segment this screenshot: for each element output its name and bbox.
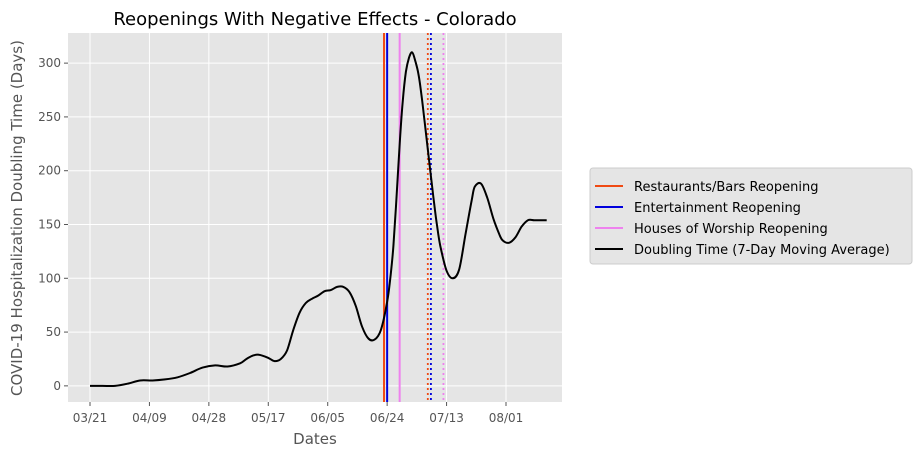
x-axis-ticks: 03/21 04/09 04/28 05/17 06/05 06/24 07/13 08/01 bbox=[73, 402, 524, 425]
x-tick-label: 07/13 bbox=[429, 411, 464, 425]
y-tick-label: 50 bbox=[46, 325, 61, 339]
y-axis-label: COVID-19 Hospitalization Doubling Time (… bbox=[8, 40, 26, 396]
legend-label-worship: Houses of Worship Reopening bbox=[634, 222, 828, 237]
y-axis-ticks: 0 50 100 150 200 250 300 bbox=[38, 56, 68, 393]
legend: Restaurants/Bars Reopening Entertainment… bbox=[589, 167, 913, 265]
legend-label-doubling-time: Doubling Time (7-Day Moving Average) bbox=[634, 243, 890, 258]
x-tick-label: 06/24 bbox=[370, 411, 405, 425]
series-layer bbox=[89, 51, 547, 388]
legend-label-restaurants: Restaurants/Bars Reopening bbox=[634, 180, 818, 195]
x-tick-label: 03/21 bbox=[73, 411, 108, 425]
y-tick-label: 300 bbox=[38, 56, 61, 70]
legend-label-entertainment: Entertainment Reopening bbox=[634, 201, 801, 216]
doubling-time-line bbox=[89, 51, 547, 388]
y-tick-label: 150 bbox=[38, 217, 61, 231]
y-tick-label: 250 bbox=[38, 110, 61, 124]
legend-box bbox=[589, 167, 913, 265]
reference-lines bbox=[383, 33, 445, 402]
plot-area bbox=[68, 33, 562, 402]
y-tick-label: 100 bbox=[38, 271, 61, 285]
x-tick-label: 04/09 bbox=[132, 411, 167, 425]
x-tick-label: 05/17 bbox=[251, 411, 286, 425]
x-tick-label: 06/05 bbox=[310, 411, 345, 425]
x-axis-label: Dates bbox=[293, 430, 337, 448]
x-tick-label: 04/28 bbox=[192, 411, 227, 425]
chart-title: Reopenings With Negative Effects - Color… bbox=[113, 9, 516, 30]
x-tick-label: 08/01 bbox=[489, 411, 524, 425]
y-tick-label: 200 bbox=[38, 164, 61, 178]
y-tick-label: 0 bbox=[53, 379, 61, 393]
